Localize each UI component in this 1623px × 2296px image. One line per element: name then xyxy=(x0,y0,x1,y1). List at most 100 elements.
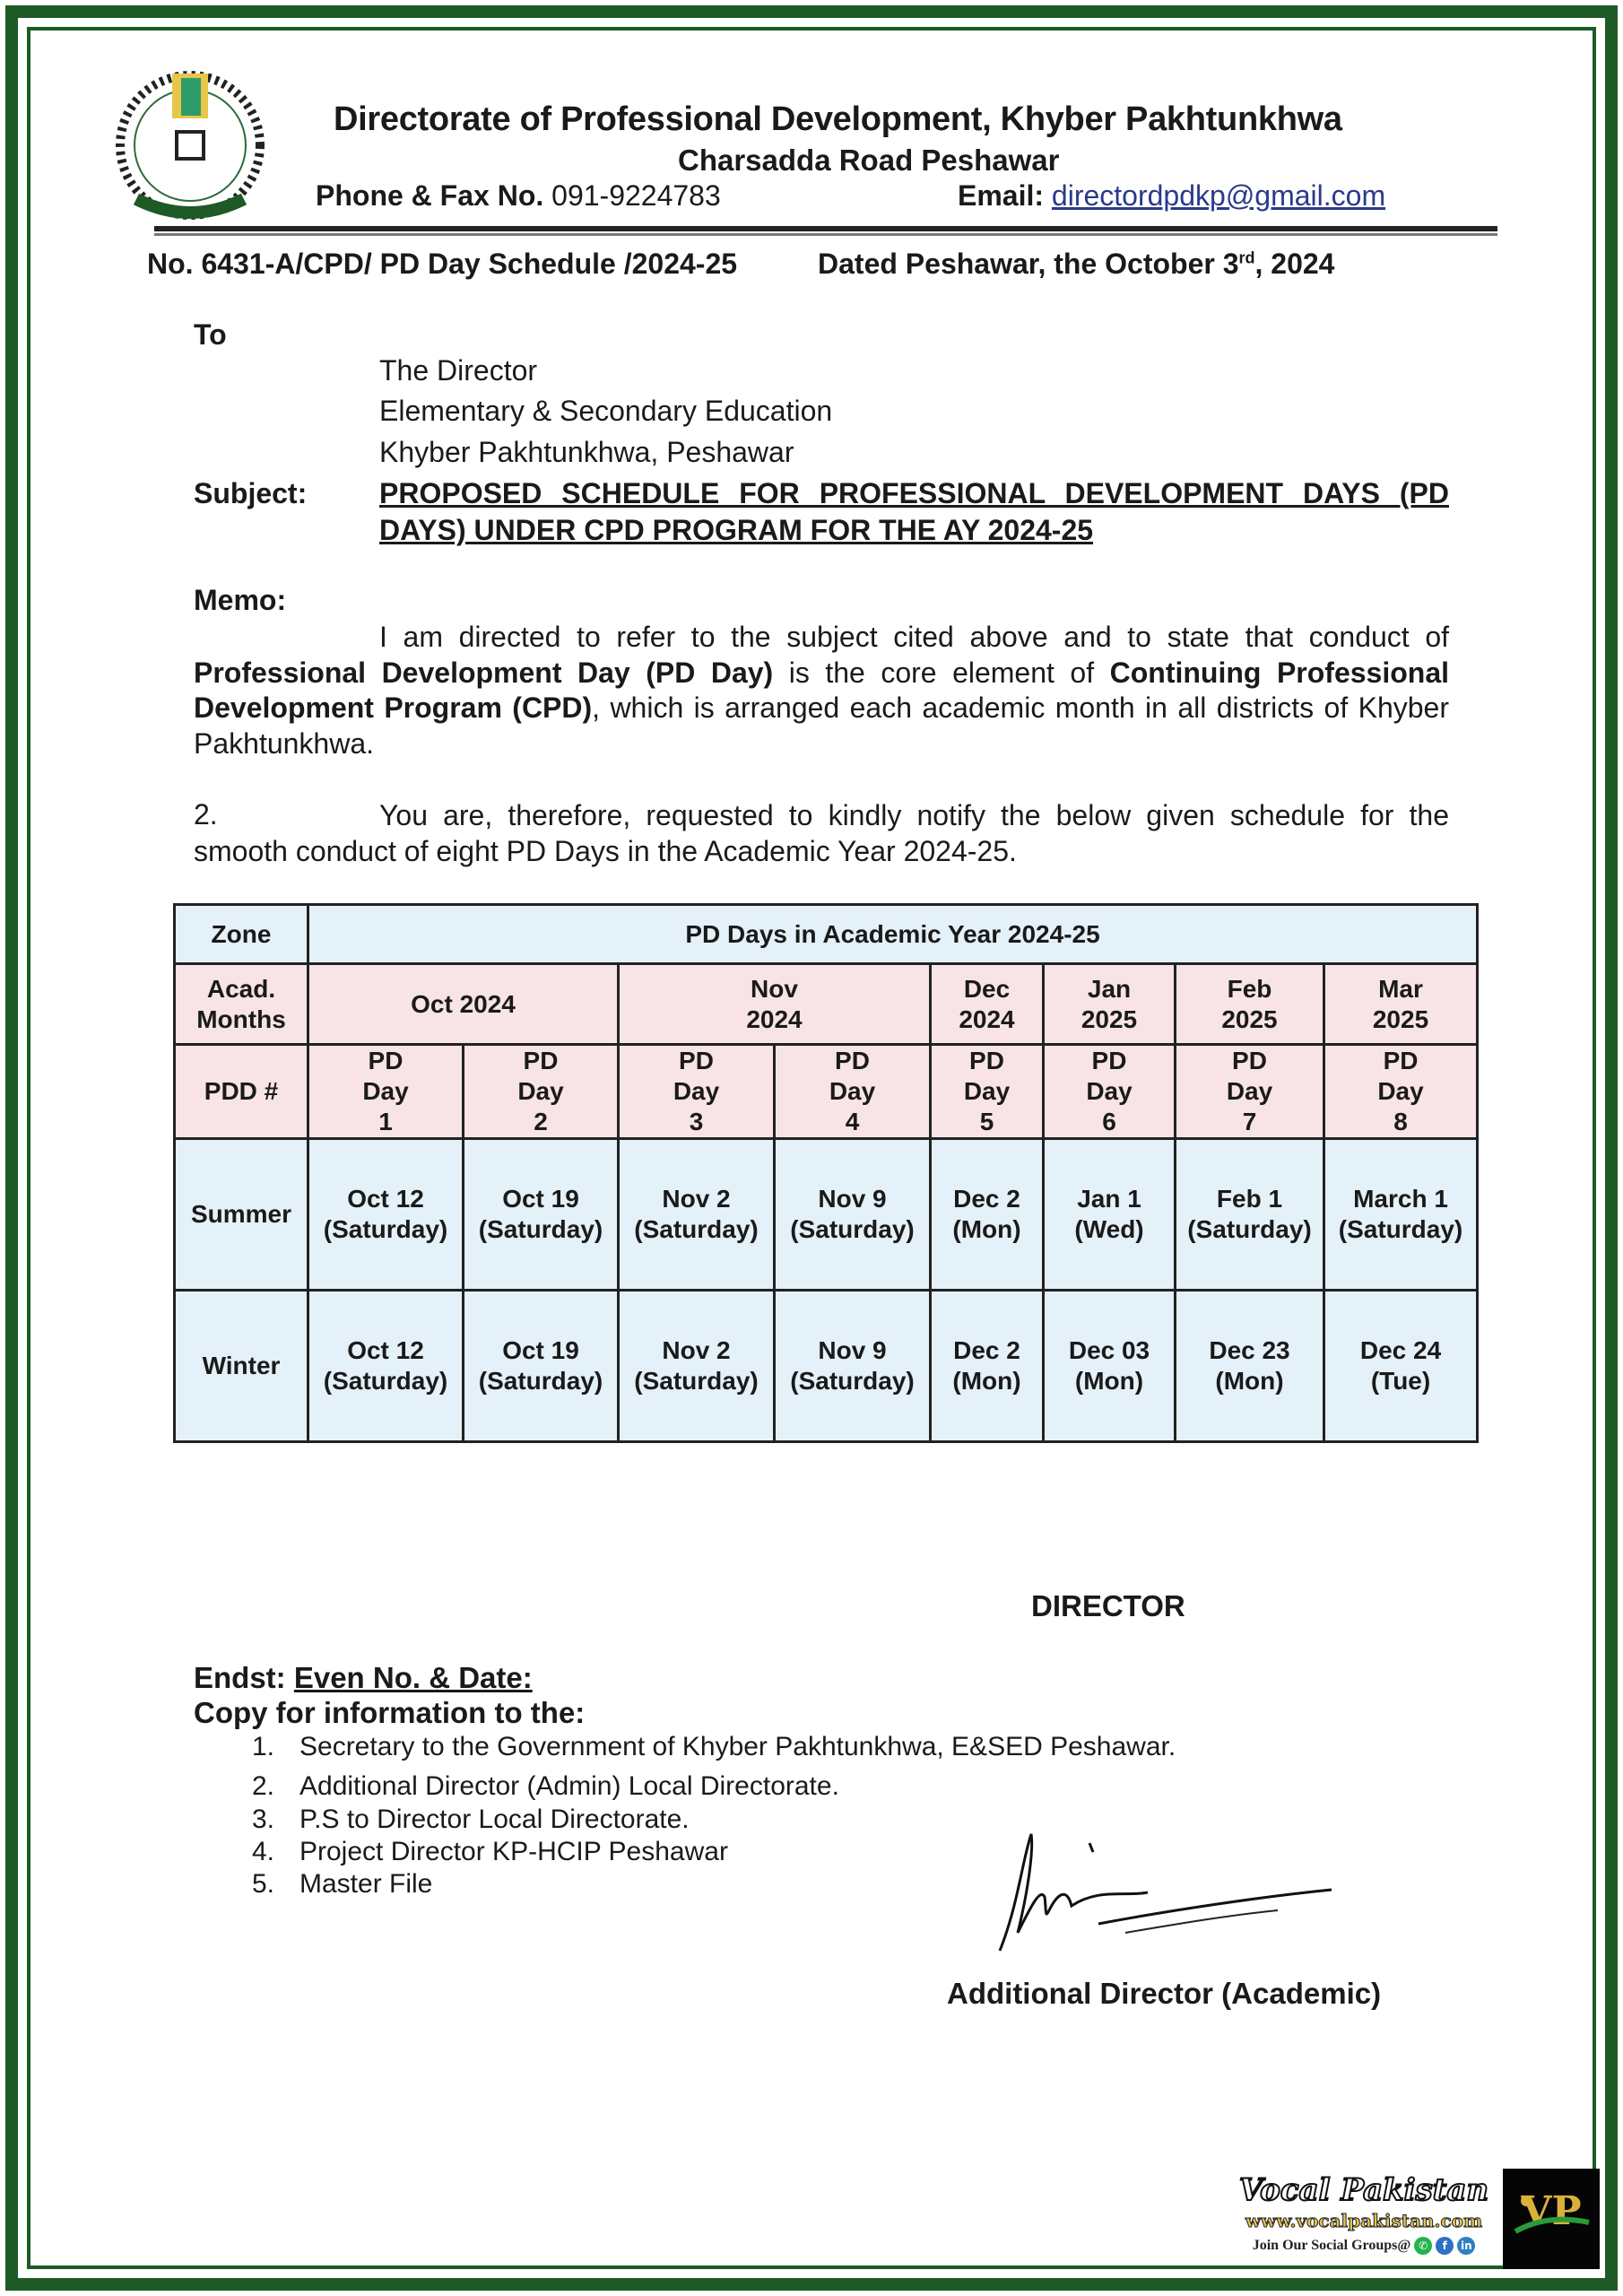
vocal-pakistan-logo: VP xyxy=(1503,2169,1600,2269)
endst-value: Even No. & Date: xyxy=(293,1661,533,1694)
zone-cell: Summer xyxy=(173,1137,309,1292)
month-cell: Oct 2024 xyxy=(307,962,620,1046)
organization-name: Directorate of Professional Development,… xyxy=(334,100,1342,138)
reference-number: No. 6431-A/CPD/ PD Day Schedule /2024-25 xyxy=(147,248,738,280)
copy-item: Additional Director (Admin) Local Direct… xyxy=(299,1771,839,1801)
pd-day-text: PD Day 4 xyxy=(829,1047,876,1135)
copy-item: Project Director KP-HCIP Peshawar xyxy=(299,1837,728,1866)
organization-address: Charsadda Road Peshawar xyxy=(678,144,1060,177)
page-border xyxy=(5,5,1618,2291)
memo-text: is the core element of xyxy=(773,656,1110,689)
watermark-text: Vocal Pakistan www.vocalpakistan.com Joi… xyxy=(1228,2169,1499,2274)
date-text: Nov 9 xyxy=(818,1336,887,1364)
table-row: Acad. Months Oct 2024 Nov 2024 Dec 2024 … xyxy=(173,962,1480,1046)
vp-logo-icon: VP xyxy=(1514,2188,1590,2234)
weekday-text: (Mon) xyxy=(952,1367,1021,1395)
copy-item-number: 5. xyxy=(252,1869,275,1899)
phone-number: 091-9224783 xyxy=(551,179,721,212)
month-text: Feb 2025 xyxy=(1221,974,1278,1033)
pd-day-cell: PD Day 1 xyxy=(307,1043,464,1140)
weekday-text: (Saturday) xyxy=(634,1367,759,1395)
date-suffix: rd xyxy=(1238,248,1255,267)
date-text: Oct 19 xyxy=(502,1185,579,1213)
endst-label: Endst: xyxy=(194,1661,286,1694)
pd-day-text: PD Day 8 xyxy=(1377,1047,1424,1135)
date-text: Oct 19 xyxy=(502,1336,579,1364)
month-text: Mar 2025 xyxy=(1372,974,1429,1033)
whatsapp-icon[interactable]: ✆ xyxy=(1414,2237,1433,2255)
memo-bold-text: Professional Development Day (PD Day) xyxy=(194,656,774,689)
schedule-date-cell: Oct 12 (Saturday) xyxy=(307,1137,464,1292)
schedule-date-cell: March 1 (Saturday) xyxy=(1322,1137,1480,1292)
date-text: Nov 9 xyxy=(818,1185,887,1213)
pd-day-text: PD Day 3 xyxy=(673,1047,720,1135)
memo-text: I am directed to refer to the subject ci… xyxy=(379,621,1449,653)
schedule-date-cell: Jan 1 (Wed) xyxy=(1042,1137,1176,1292)
vocal-pakistan-watermark: Vocal Pakistan www.vocalpakistan.com Joi… xyxy=(1228,2169,1601,2274)
pd-day-text: PD Day 2 xyxy=(517,1047,564,1135)
weekday-text: (Saturday) xyxy=(1187,1215,1312,1243)
phone-label: Phone & Fax No. xyxy=(316,179,544,212)
pd-days-schedule-table: Zone PD Days in Academic Year 2024-25 Ac… xyxy=(173,903,1480,1443)
pd-day-cell: PD Day 2 xyxy=(462,1043,620,1140)
pd-day-cell: PD Day 8 xyxy=(1322,1043,1480,1140)
schedule-date-cell: Nov 2 (Saturday) xyxy=(617,1137,776,1292)
weekday-text: (Saturday) xyxy=(790,1367,915,1395)
letter-date: Dated Peshawar, the October 3rd, 2024 xyxy=(818,248,1334,281)
copy-item: Master File xyxy=(299,1869,433,1899)
schedule-date-cell: Dec 24 (Tue) xyxy=(1322,1289,1480,1443)
weekday-text: (Saturday) xyxy=(323,1215,448,1243)
date-text: Dec 2 xyxy=(953,1336,1020,1364)
schedule-date-cell: Dec 2 (Mon) xyxy=(929,1137,1045,1292)
weekday-text: (Saturday) xyxy=(790,1215,915,1243)
email-link[interactable]: directordpdkp@gmail.com xyxy=(1051,179,1386,212)
schedule-date-cell: Feb 1 (Saturday) xyxy=(1174,1137,1325,1292)
month-cell: Jan 2025 xyxy=(1042,962,1176,1046)
copy-item: P.S to Director Local Directorate. xyxy=(299,1805,690,1834)
recipient-line: Elementary & Secondary Education xyxy=(379,395,833,427)
copy-item-number: 2. xyxy=(252,1771,275,1801)
subject-label: Subject: xyxy=(194,477,308,509)
facebook-icon[interactable]: f xyxy=(1436,2237,1454,2255)
table-row: Summer Oct 12 (Saturday) Oct 19 (Saturday) N… xyxy=(173,1137,1480,1292)
months-header: Acad. Months xyxy=(173,962,309,1046)
weekday-text: (Saturday) xyxy=(478,1215,603,1243)
watermark-brand: Vocal Pakistan xyxy=(1238,2171,1489,2209)
date-text: Oct 12 xyxy=(347,1185,424,1213)
date-text: Dated Peshawar, the October 3 xyxy=(818,248,1239,280)
date-text: Dec 24 xyxy=(1359,1336,1442,1364)
weekday-text: (Saturday) xyxy=(1338,1215,1463,1243)
watermark-url[interactable]: www.vocalpakistan.com xyxy=(1245,2210,1483,2232)
weekday-text: (Saturday) xyxy=(478,1367,603,1395)
pd-day-cell: PD Day 6 xyxy=(1042,1043,1176,1140)
date-text: March 1 xyxy=(1353,1185,1448,1213)
linkedin-icon[interactable]: in xyxy=(1457,2237,1476,2255)
schedule-date-cell: Nov 9 (Saturday) xyxy=(773,1289,932,1443)
weekday-text: (Mon) xyxy=(1215,1367,1284,1395)
memo-bold-text: Continuing Professional Development Prog… xyxy=(194,656,1450,725)
date-text: Dec 2 xyxy=(953,1185,1020,1213)
table-row: Winter Oct 12 (Saturday) Oct 19 (Saturday) N… xyxy=(173,1289,1480,1443)
recipient-line: The Director xyxy=(379,354,538,387)
month-cell: Mar 2025 xyxy=(1322,962,1480,1046)
weekday-text: (Wed) xyxy=(1074,1215,1144,1243)
schedule-date-cell: Oct 12 (Saturday) xyxy=(307,1289,464,1443)
copy-item: Secretary to the Government of Khyber Pa… xyxy=(299,1732,1176,1761)
to-label: To xyxy=(194,318,227,351)
pd-day-text: PD Day 7 xyxy=(1226,1047,1273,1135)
month-cell: Dec 2024 xyxy=(929,962,1045,1046)
month-text: Jan 2025 xyxy=(1081,974,1138,1033)
copy-label: Copy for information to the: xyxy=(194,1696,586,1729)
date-text: Jan 1 xyxy=(1077,1185,1141,1213)
table-title: PD Days in Academic Year 2024-25 xyxy=(306,903,1480,965)
table-row: PDD # PD Day 1 PD Day 2 PD Day 3 PD Day 4 PD… xyxy=(173,1043,1480,1140)
schedule-date-cell: Oct 19 (Saturday) xyxy=(462,1137,620,1292)
copy-item-number: 1. xyxy=(252,1732,275,1761)
date-text: Dec 23 xyxy=(1209,1336,1290,1364)
pd-day-cell: PD Day 7 xyxy=(1174,1043,1325,1140)
weekday-text: (Saturday) xyxy=(323,1367,448,1395)
page-inner-border xyxy=(27,27,1596,2269)
pd-day-cell: PD Day 3 xyxy=(617,1043,776,1140)
email-line: Email: directordpdkp@gmail.com xyxy=(958,179,1385,213)
date-text: Feb 1 xyxy=(1216,1185,1283,1213)
